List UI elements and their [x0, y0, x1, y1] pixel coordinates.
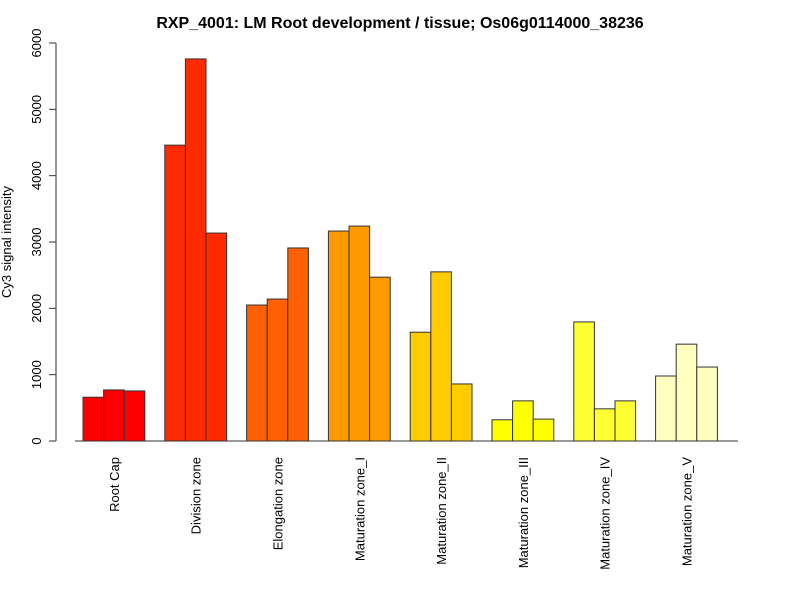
bar-group	[573, 321, 637, 442]
bar	[164, 144, 186, 442]
bar	[450, 383, 473, 442]
bar	[593, 408, 616, 442]
bar	[327, 230, 350, 442]
y-tick-label: 1000	[29, 360, 44, 389]
bar	[430, 271, 452, 442]
bar	[184, 58, 207, 442]
bars-group	[82, 58, 718, 442]
bar-group	[164, 58, 228, 442]
x-tick-label: Maturation zone_III	[516, 457, 531, 568]
bar	[205, 232, 228, 442]
bar	[614, 400, 637, 442]
bar	[409, 331, 432, 442]
bar	[246, 304, 268, 442]
bar	[675, 343, 698, 442]
bar	[348, 225, 371, 442]
bar	[655, 375, 677, 442]
bar-group	[327, 225, 391, 442]
y-tick-label: 6000	[29, 29, 44, 58]
y-axis: 0 1000 2000 3000 4000 5000 6000	[29, 29, 57, 445]
y-tick-label: 5000	[29, 95, 44, 124]
bar-group	[491, 400, 555, 442]
x-tick-label: Maturation zone_V	[680, 457, 695, 566]
bar-group	[82, 389, 146, 442]
x-tick-label: Maturation zone_II	[434, 457, 449, 565]
x-axis-labels: Root Cap Division zone Elongation zone Matu…	[107, 457, 695, 570]
bar-group	[246, 247, 309, 442]
bar	[491, 419, 514, 442]
y-axis-label: Cy3 signal intensity	[0, 186, 14, 298]
y-tick-label: 0	[29, 437, 44, 444]
bar	[369, 276, 391, 442]
y-tick-label: 2000	[29, 294, 44, 323]
chart-title: RXP_4001: LM Root development / tissue; …	[156, 15, 643, 32]
bar-group	[655, 343, 718, 442]
bar	[82, 396, 105, 442]
x-tick-label: Maturation zone_IV	[598, 457, 613, 570]
bar	[696, 366, 718, 442]
x-tick-label: Maturation zone_I	[352, 457, 367, 561]
x-tick-label: Elongation zone	[271, 457, 286, 550]
bar	[512, 400, 534, 442]
bar	[532, 418, 555, 442]
y-tick-label: 3000	[29, 228, 44, 257]
bar	[123, 390, 146, 442]
x-tick-label: Division zone	[189, 457, 204, 534]
bar-group	[409, 271, 473, 442]
x-tick-label: Root Cap	[107, 457, 122, 512]
bar	[103, 389, 125, 442]
y-tick-label: 4000	[29, 161, 44, 190]
bar	[287, 247, 309, 442]
bar	[266, 298, 289, 442]
bar	[573, 321, 595, 442]
